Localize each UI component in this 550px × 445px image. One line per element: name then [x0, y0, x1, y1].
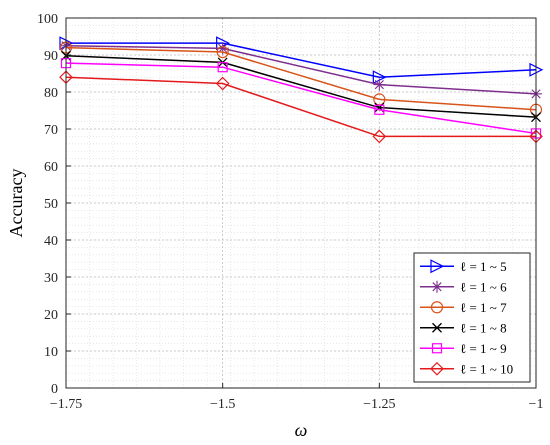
y-tick-label: 0 [51, 382, 58, 397]
series-3-point [216, 45, 229, 59]
series-5-point [217, 62, 228, 73]
legend-marker [431, 343, 443, 354]
x-tick-label: −1.5 [210, 397, 235, 412]
y-tick-label: 80 [44, 86, 58, 101]
legend-entry: ℓ = 1 ~ 5 [420, 259, 507, 274]
legend-marker-stroke [432, 282, 442, 292]
legend-marker [430, 259, 445, 274]
y-tick-label: 90 [44, 49, 58, 64]
legend-marker [431, 280, 443, 293]
legend-marker [430, 301, 444, 314]
series-6-point [215, 76, 230, 91]
series-6-line [65, 76, 536, 138]
series-layer [59, 36, 544, 144]
legend-label: ℓ = 1 ~ 7 [460, 300, 507, 315]
y-tick-label: 100 [37, 12, 58, 27]
y-axis-ticks: 0 10 20 30 40 50 60 70 80 90 100 [37, 12, 71, 397]
x-tick-label: −1 [529, 397, 544, 412]
legend-label: ℓ = 1 ~ 8 [460, 320, 507, 335]
legend: ℓ = 1 ~ 5 ℓ = 1 ~ 6 ℓ = 1 ~ 7 ℓ = 1 ~ 8 ℓ = … [413, 252, 531, 383]
legend-marker [430, 361, 444, 376]
legend-box [413, 252, 531, 383]
y-tick-label: 30 [44, 271, 58, 286]
y-axis-label: Accuracy [6, 169, 26, 238]
y-tick-label: 10 [44, 345, 58, 360]
series-2-point-stroke [218, 43, 228, 53]
legend-label: ℓ = 1 ~ 10 [460, 361, 513, 376]
legend-entry: ℓ = 1 ~ 10 [420, 361, 513, 376]
minor-grid [66, 18, 536, 388]
legend-marker [432, 322, 442, 333]
legend-label: ℓ = 1 ~ 9 [460, 341, 507, 356]
series-4-point-stroke [374, 102, 385, 113]
legend-label: ℓ = 1 ~ 5 [460, 259, 507, 274]
legend-marker-stroke [432, 322, 442, 333]
series-5-point [374, 104, 385, 115]
legend-label: ℓ = 1 ~ 6 [460, 279, 507, 294]
legend-entry: ℓ = 1 ~ 7 [420, 300, 507, 315]
legend-entry: ℓ = 1 ~ 8 [420, 320, 507, 335]
y-tick-label: 40 [44, 234, 58, 249]
x-axis-label: ω [295, 420, 308, 440]
legend-entry: ℓ = 1 ~ 6 [420, 279, 507, 294]
series-4-line [65, 54, 537, 118]
x-tick-label: −1.25 [363, 397, 395, 412]
series-2-point [373, 78, 386, 91]
y-tick-label: 20 [44, 308, 58, 323]
series-6-point [372, 129, 387, 144]
legend-entry: ℓ = 1 ~ 9 [420, 341, 507, 356]
y-tick-label: 50 [44, 197, 58, 212]
series-1-line [66, 42, 537, 78]
series-3-line [65, 46, 537, 111]
x-axis-ticks: −1.75 −1.5 −1.25 −1 [50, 383, 544, 412]
series-2-point-stroke [374, 80, 384, 90]
y-tick-label: 70 [44, 123, 58, 138]
series-2-line [65, 45, 537, 95]
x-tick-label: −1.75 [50, 397, 82, 412]
series-5-line [65, 62, 537, 135]
y-tick-label: 60 [44, 160, 58, 175]
